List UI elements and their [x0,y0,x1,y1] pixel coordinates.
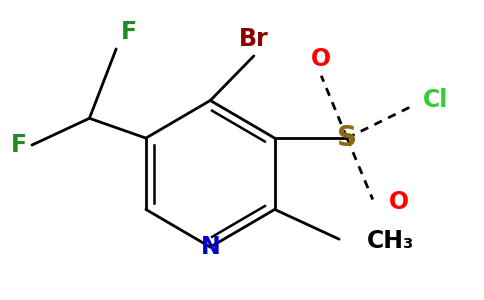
Text: S: S [337,124,357,152]
Text: N: N [200,235,220,259]
Text: F: F [121,20,137,44]
Text: Br: Br [239,27,269,51]
Text: O: O [389,190,409,214]
Text: CH₃: CH₃ [367,229,414,253]
Text: F: F [11,133,27,157]
Text: O: O [311,47,332,71]
Text: Cl: Cl [424,88,449,112]
